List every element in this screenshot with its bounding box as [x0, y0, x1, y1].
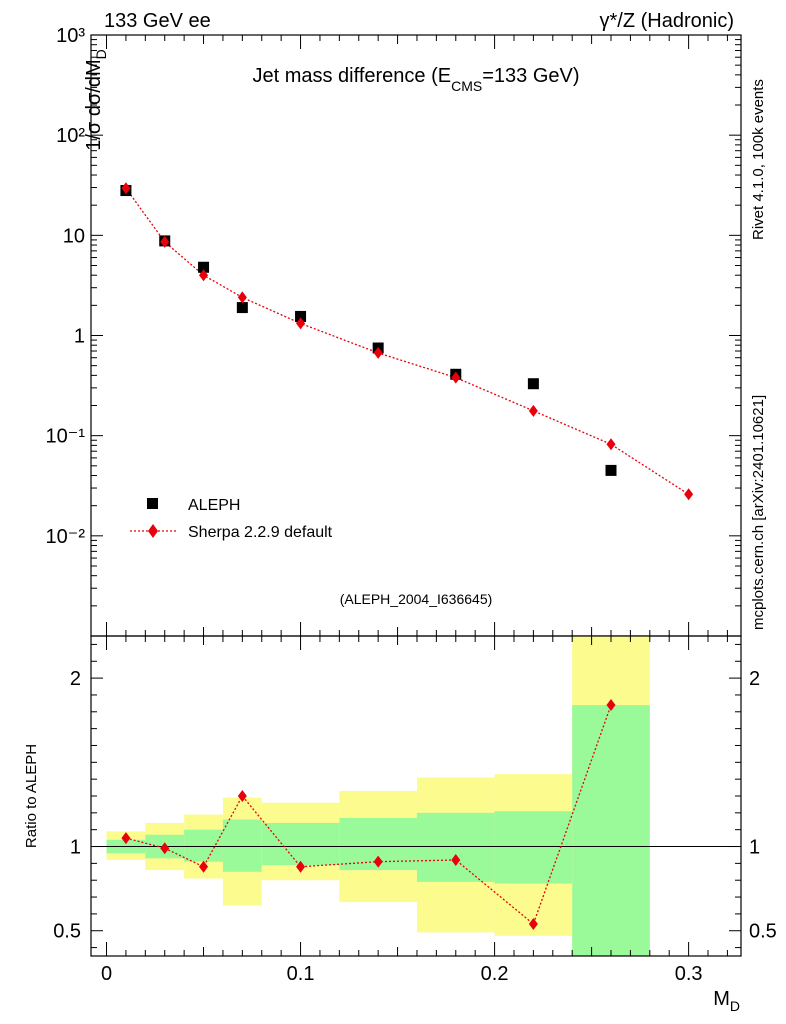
ratio-y-tick-label-left: 0.5: [53, 921, 81, 943]
ratio-point: [528, 918, 538, 930]
ratio-point: [199, 860, 209, 873]
ratio-point: [296, 860, 306, 873]
rivet-label: Rivet 4.1.0, 100k events: [750, 79, 767, 240]
main-y-ticks: 10⁻² 10⁻¹ 1 10 10² 10³: [46, 25, 741, 637]
inner-error-band: [222, 819, 262, 872]
ratio-point: [160, 842, 170, 855]
ratio-y-ticks: 0.5 0.5 1 1 2 2: [53, 643, 777, 949]
sherpa-point: [237, 291, 247, 304]
ratio-x-tick-label: 0.3: [675, 963, 703, 985]
inner-error-band: [261, 822, 340, 866]
main-x-ticks: [106, 35, 728, 636]
ratio-x-ticks: 0 0.1 0.2 0.3: [101, 636, 728, 985]
inner-error-band: [416, 812, 495, 882]
ratio-panel: 0.5 0.5 1 1 2 2 0 0.1 0.2 0.3 Ratio to ALEPH: [23, 635, 777, 985]
main-y-tick-label: 10²: [56, 125, 85, 147]
sherpa-point: [199, 269, 209, 282]
inner-error-band: [184, 829, 223, 862]
sherpa-point: [528, 404, 538, 417]
ratio-point: [237, 790, 247, 802]
legend-label-sherpa: Sherpa 2.2.9 default: [188, 524, 333, 541]
ratio-y-tick-label-left: 1: [70, 837, 81, 859]
main-y-tick-label: 10³: [56, 25, 85, 47]
ratio-x-tick-label: 0: [101, 963, 112, 985]
sherpa-point: [451, 371, 461, 384]
main-frame: [90, 34, 742, 637]
ratio-y-tick-label-right: 1: [749, 837, 760, 859]
sherpa-point: [606, 438, 616, 451]
y-axis-label-sub: D: [93, 49, 109, 59]
sherpa-point: [160, 235, 170, 248]
legend-marker-sherpa: [148, 524, 158, 538]
ratio-error-bands: [106, 636, 650, 956]
ratio-frame: [90, 635, 742, 957]
sherpa-point: [121, 182, 131, 195]
legend-marker-aleph: [147, 498, 158, 509]
sherpa-line: [125, 187, 689, 495]
analysis-id: (ALEPH_2004_I636645): [340, 591, 493, 607]
header-left: 133 GeV ee: [104, 10, 211, 32]
ratio-series-layer: [121, 699, 616, 930]
legend-label-aleph: ALEPH: [188, 497, 240, 514]
main-y-tick-label: 1: [74, 326, 85, 348]
aleph-point: [236, 302, 248, 314]
ratio-x-tick-label: 0.1: [287, 963, 315, 985]
aleph-point: [527, 378, 539, 390]
main-series-layer: [120, 182, 694, 501]
ratio-point: [121, 832, 131, 845]
ratio-y-tick-label-right: 2: [749, 668, 760, 690]
ratio-line: [125, 704, 612, 926]
inner-error-band: [572, 705, 650, 956]
main-y-tick-label: 10⁻²: [46, 526, 86, 548]
main-y-tick-label: 10: [63, 225, 85, 247]
ratio-y-tick-label-right: 0.5: [749, 921, 777, 943]
sherpa-point: [684, 488, 694, 501]
title-main: Jet mass difference (E: [252, 65, 451, 87]
aleph-point: [295, 310, 307, 322]
title-tail: =133 GeV): [482, 65, 579, 87]
sherpa-point: [373, 346, 383, 359]
y-axis-label: 1/σ dσ/dMD: [83, 49, 109, 151]
ratio-point: [373, 855, 383, 868]
title-sub: CMS: [451, 78, 482, 94]
chart-title: Jet mass difference (ECMS=133 GeV): [252, 65, 579, 94]
mcplots-label: mcplots.cern.ch [arXiv:2401.10621]: [750, 395, 767, 630]
legend: ALEPH Sherpa 2.2.9 default: [130, 497, 333, 541]
ratio-point: [606, 699, 616, 712]
inner-error-band: [494, 811, 573, 884]
x-axis-label: MD: [713, 988, 740, 1014]
main-y-tick-label: 10⁻¹: [46, 426, 86, 448]
header-right: γ*/Z (Hadronic): [600, 10, 734, 32]
aleph-point: [198, 261, 210, 273]
main-panel: 10⁻² 10⁻¹ 1 10 10² 10³ Jet mass difference (E…: [46, 25, 742, 637]
ratio-x-tick-label: 0.2: [481, 963, 509, 985]
sherpa-point: [296, 317, 306, 330]
x-axis-label-sub: D: [730, 998, 740, 1014]
ratio-y-tick-label-left: 2: [70, 668, 81, 690]
aleph-point: [605, 464, 617, 476]
ratio-point: [451, 854, 461, 866]
ratio-y-axis-label: Ratio to ALEPH: [23, 744, 40, 848]
